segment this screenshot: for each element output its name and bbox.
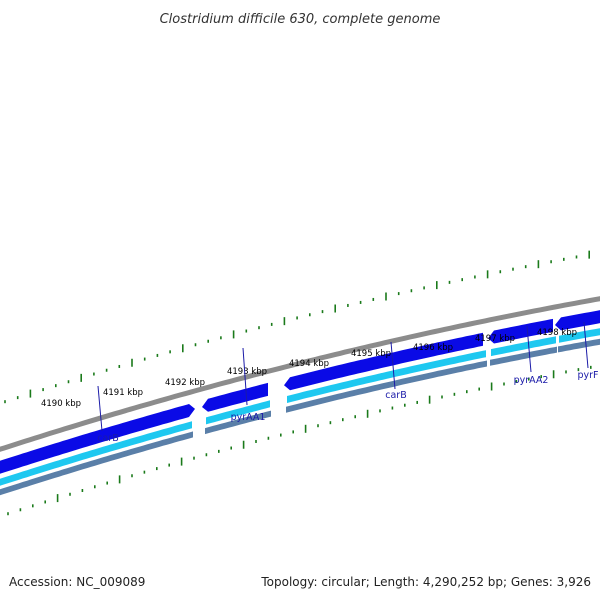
gene-label: pyrAA1 — [231, 412, 266, 423]
gene-label-leader — [526, 325, 532, 373]
accession-text: Accession: NC_009089 — [9, 575, 145, 589]
outer-tick-track — [4, 250, 591, 404]
genome-backbone — [0, 296, 600, 452]
forward-gene-arrow — [202, 382, 268, 412]
forward-gene-arrow — [0, 404, 195, 474]
gene-label: pyrAA2 — [514, 375, 549, 386]
reverse-gene-block — [559, 328, 600, 343]
gene-labels: carB pyrAA1 carB pyrAA2 pyrF — [97, 321, 599, 444]
gene-label-leader — [390, 341, 396, 390]
ruler-tick-label: 4196 kbp — [413, 343, 453, 353]
position-ruler — [7, 365, 592, 516]
reverse-gene-block — [0, 421, 192, 486]
reverse-gene-block — [491, 336, 556, 357]
gc-segment — [558, 338, 600, 353]
reverse-gene-block — [206, 400, 270, 425]
gc-segment — [490, 346, 557, 366]
forward-gene-arrow — [555, 310, 600, 331]
reverse-gene-block — [287, 350, 486, 403]
ruler-tick-label: 4191 kbp — [103, 388, 143, 398]
map-title: Clostridium difficile 630, complete geno… — [160, 12, 441, 27]
ruler-tick-label: 4190 kbp — [41, 399, 81, 409]
gc-segment — [0, 431, 193, 496]
gene-label-leader — [97, 385, 103, 432]
ruler-tick-label: 4194 kbp — [289, 359, 329, 369]
gc-segment — [286, 360, 487, 413]
ruler-tick-label: 4192 kbp — [165, 378, 205, 388]
ruler-tick-labels: 4190 kbp 4191 kbp 4192 kbp 4193 kbp 4194 kbp… — [41, 328, 577, 409]
gene-label: carB — [385, 390, 406, 401]
forward-gene-track — [0, 310, 600, 474]
gc-segment — [205, 410, 271, 435]
ruler-tick-label: 4197 kbp — [475, 334, 515, 344]
genome-summary-text: Topology: circular; Length: 4,290,252 bp… — [260, 575, 591, 589]
forward-gene-arrow — [284, 332, 483, 391]
ruler-tick-label: 4193 kbp — [227, 367, 267, 377]
ruler-tick-label: 4198 kbp — [537, 328, 577, 338]
reverse-gene-track — [0, 328, 600, 486]
gene-label: carB — [97, 433, 118, 444]
gene-label-leader — [242, 347, 248, 406]
ruler-tick-label: 4195 kbp — [351, 349, 391, 359]
gene-label: pyrF — [577, 370, 598, 381]
gene-label-leader — [583, 321, 589, 369]
gc-track — [0, 338, 600, 496]
forward-gene-arrow — [488, 318, 553, 344]
